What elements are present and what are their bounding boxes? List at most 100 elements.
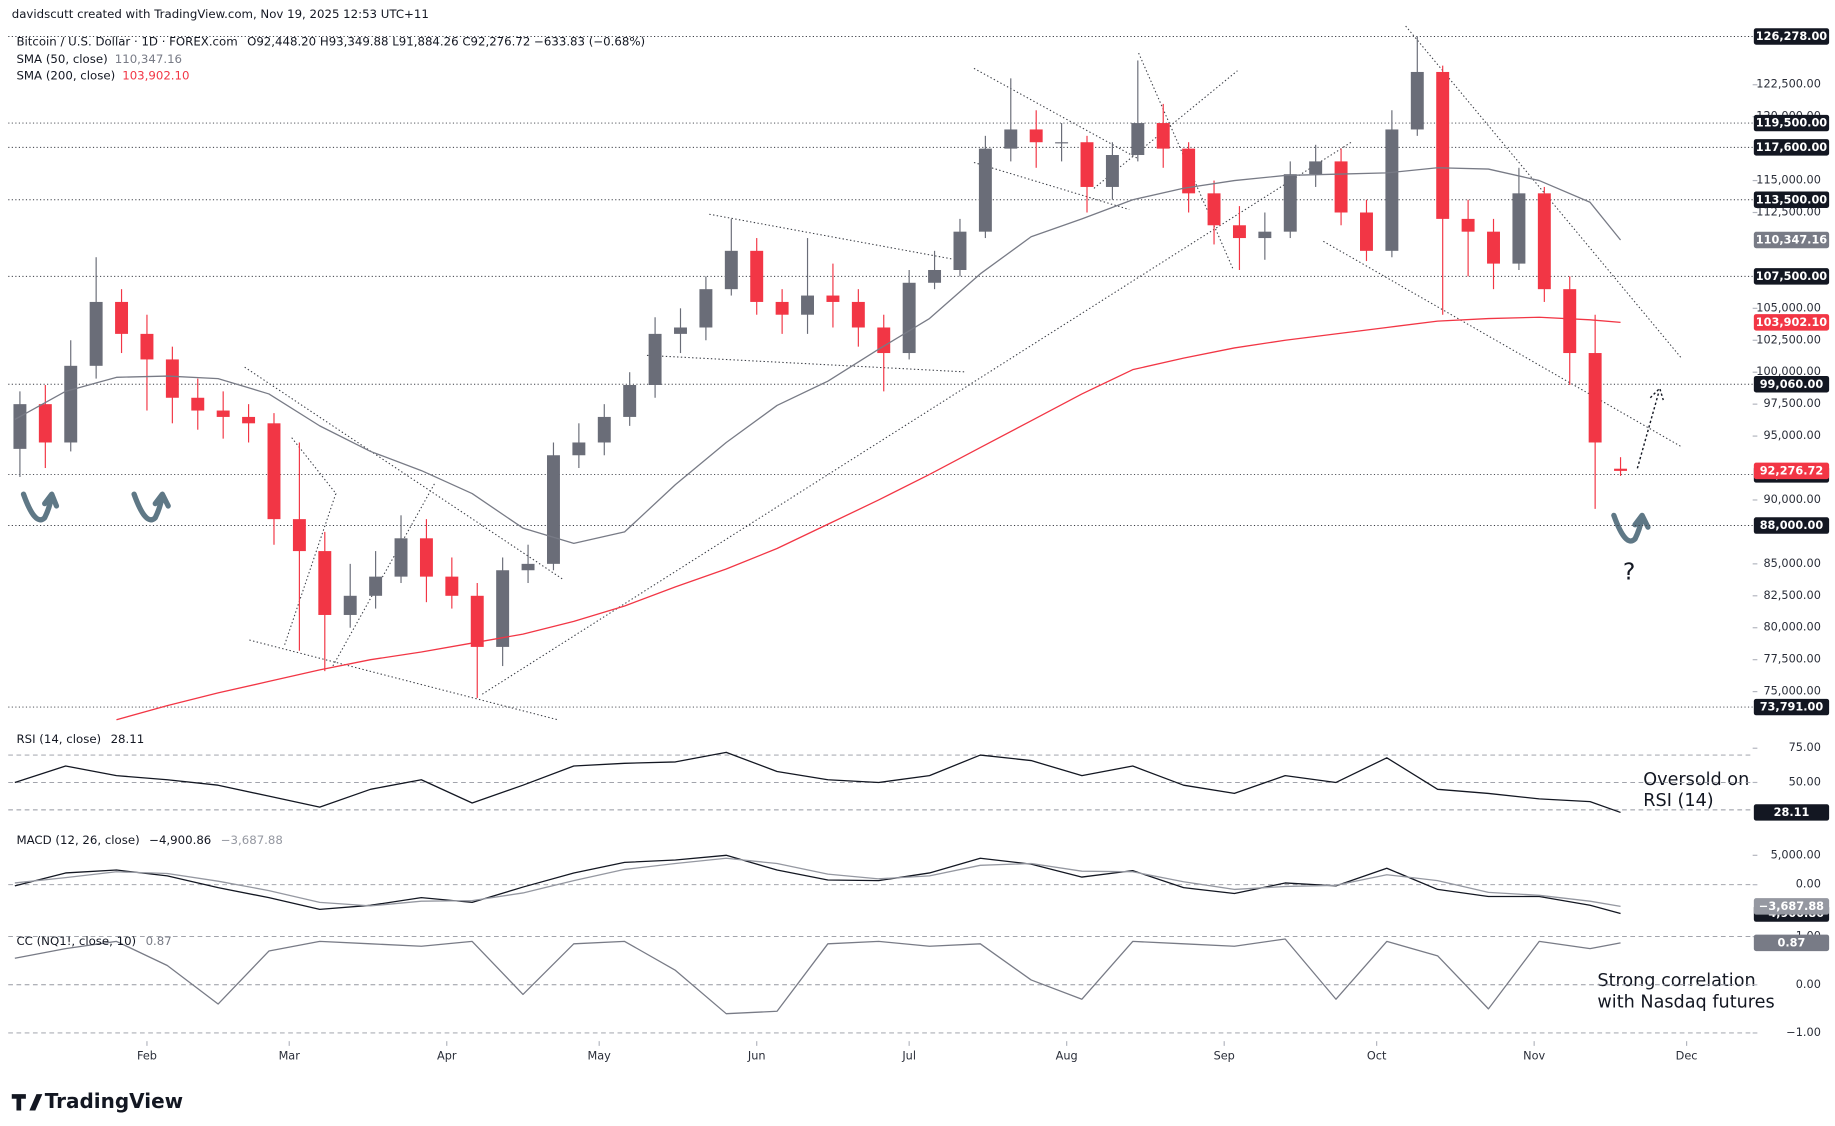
x-tick-label: May (588, 1049, 612, 1062)
legend: SMA (200, close) 103,902.10 (16, 68, 189, 82)
y-tick-label: 85,000.00 (1763, 557, 1820, 570)
candle-body (1588, 353, 1602, 443)
y-tick-label: 82,500.00 (1763, 589, 1820, 602)
price-box-label: 113,500.00 (1756, 193, 1828, 206)
candle-body (318, 551, 332, 615)
candle-body (216, 410, 230, 417)
x-tick-label: Apr (437, 1049, 457, 1062)
y-tick-label: 102,500.00 (1756, 333, 1821, 346)
series-line (14, 938, 1621, 1015)
price-box (1753, 462, 1830, 480)
candle-body (1563, 289, 1577, 354)
candle-body (1309, 161, 1323, 175)
legend-ohlc: O92,448.20 H93,349.88 L91,884.26 C92,276… (247, 34, 645, 48)
price-box (1753, 698, 1830, 716)
candle-body (1385, 129, 1399, 251)
legend-series-name: SMA (50, close) (16, 51, 107, 65)
candle-body (1512, 193, 1526, 264)
candle-body (242, 416, 256, 424)
legend-title: RSI (14, close) (16, 731, 101, 745)
y-tick-label: 75.00 (1789, 741, 1821, 754)
annotation: Oversold on (1643, 770, 1749, 790)
series-line (14, 167, 1622, 545)
candle-body (267, 423, 281, 520)
candle-body (38, 404, 52, 443)
candle-body (470, 595, 484, 647)
candle-body (419, 538, 433, 577)
y-tick-label: 0.00 (1796, 978, 1821, 991)
u-turn-arrows (20, 491, 1651, 544)
x-tick-label: Jun (747, 1049, 766, 1062)
candle-body (597, 416, 611, 443)
candle-body (496, 570, 510, 647)
candle-body (724, 250, 738, 290)
y-tick-label: 5,000.00 (1771, 848, 1821, 861)
candle-body (1436, 71, 1450, 219)
candle-body (1461, 218, 1475, 232)
candle-body (623, 384, 637, 417)
price-box-label: 92,276.72 (1760, 464, 1824, 477)
candle-body (877, 327, 891, 354)
series-line (14, 857, 1621, 908)
candle-body (191, 397, 205, 411)
candle-body (1258, 231, 1272, 239)
price-box-label: 110,347.16 (1756, 234, 1828, 247)
y-tick-label: 97,500.00 (1763, 397, 1820, 410)
annotation: with Nasdaq futures (1597, 992, 1774, 1012)
candle-body (1055, 142, 1069, 144)
price-box-label: 73,791.00 (1760, 701, 1824, 714)
legend-title: CC (NQ1!, close, 10) (16, 934, 136, 948)
x-tick-label: Oct (1367, 1049, 1387, 1062)
price-box (1753, 28, 1830, 45)
candle-body (369, 576, 383, 596)
series-line (14, 751, 1621, 814)
x-tick-label: Nov (1523, 1049, 1545, 1062)
candle-body (343, 595, 357, 615)
candle-body (546, 455, 560, 564)
logo: TradingView (11, 1089, 183, 1113)
legend-series-value: −4,900.86 (149, 833, 211, 847)
candle-body (978, 148, 992, 232)
annotation: RSI (14) (1643, 791, 1713, 811)
candle-body (1487, 231, 1500, 264)
y-tick-label: 0.00 (1796, 878, 1821, 891)
price-box (1753, 114, 1830, 132)
candle-body (928, 269, 942, 283)
candle-body (292, 519, 306, 552)
price-box (1753, 517, 1830, 534)
y-tick-label: 75,000.00 (1763, 685, 1820, 698)
price-box-label: 99,060.00 (1760, 378, 1824, 391)
series-line (116, 316, 1621, 721)
legend-series-value: 0.87 (146, 934, 172, 948)
price-box (1753, 268, 1830, 285)
y-tick-label: 122,500.00 (1756, 78, 1821, 91)
x-tick-label: Mar (279, 1049, 301, 1062)
legend-series-name: SMA (200, close) (16, 68, 115, 82)
legend-title: Bitcoin / U.S. Dollar · 1D · FOREX.com (16, 34, 237, 48)
price-box-label: 117,600.00 (1756, 141, 1828, 154)
header: davidscutt created with TradingView.com,… (12, 7, 429, 21)
candle-body (1131, 123, 1145, 156)
candle-body (1156, 123, 1170, 149)
legend-series-value: −3,687.88 (221, 833, 283, 847)
y-tick-label: 100,000.00 (1756, 365, 1821, 378)
price-box (1753, 898, 1830, 915)
candle-body (1207, 193, 1221, 226)
price-box-label: 88,000.00 (1760, 519, 1824, 532)
candle-body (1232, 225, 1246, 239)
candle-body (1004, 129, 1018, 149)
candle-body (1334, 161, 1348, 213)
y-tick-label: 115,000.00 (1756, 174, 1821, 187)
candle-body (648, 333, 662, 385)
price-box (1753, 934, 1830, 952)
legend-series-value: 110,347.16 (115, 51, 182, 65)
legend: Bitcoin / U.S. Dollar · 1D · FOREX.com O9… (16, 34, 645, 48)
x-tick-label: Sep (1214, 1049, 1235, 1062)
price-box-label: 126,278.00 (1756, 30, 1828, 43)
y-tick-label: 90,000.00 (1763, 493, 1820, 506)
legend-series-value: 28.11 (111, 731, 145, 745)
y-tick-label: 112,500.00 (1756, 206, 1821, 219)
legend: RSI (14, close) 28.11 (16, 731, 144, 745)
